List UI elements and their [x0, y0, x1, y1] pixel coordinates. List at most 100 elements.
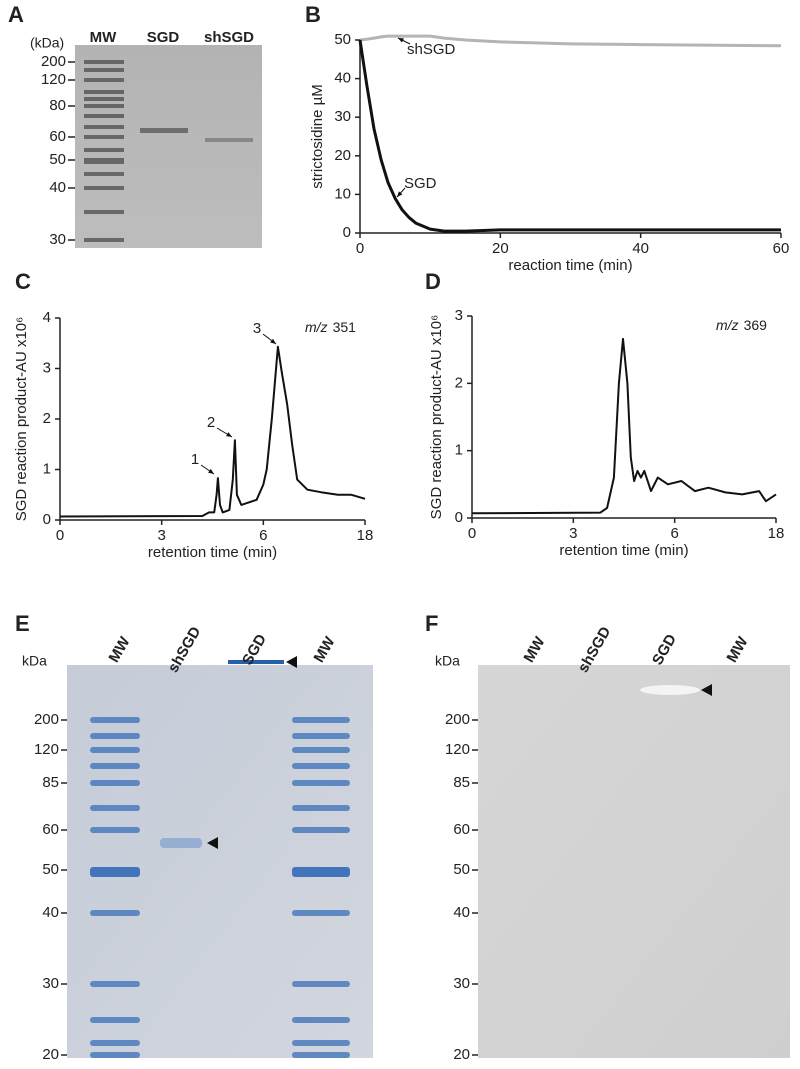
band	[90, 763, 140, 769]
arrowhead	[398, 38, 404, 43]
band	[90, 805, 140, 811]
panel-letter: D	[425, 269, 441, 294]
y-tick-label: 2	[43, 410, 51, 427]
band	[292, 1017, 350, 1023]
band	[84, 60, 124, 64]
y-axis-label: SGD reaction product-AU x10⁶	[428, 315, 445, 520]
series-label: shSGD	[407, 41, 456, 58]
ladder-label: 200	[41, 53, 66, 70]
peak-label: 3	[253, 320, 261, 337]
ladder-label: 50	[42, 861, 59, 878]
band	[84, 210, 124, 214]
y-axis-label: SGD reaction product-AU x10⁶	[13, 317, 30, 522]
ladder-label: 200	[34, 711, 59, 728]
x-axis-label: retention time (min)	[559, 542, 688, 559]
panel-letter: C	[15, 269, 31, 294]
data-line	[59, 345, 366, 518]
band	[84, 172, 124, 176]
gel-f	[478, 665, 790, 1058]
band	[90, 910, 140, 916]
band	[640, 685, 700, 695]
y-tick-label: 3	[43, 359, 51, 376]
panel-letter: F	[425, 611, 438, 636]
panel-letter: A	[8, 2, 24, 27]
band	[292, 805, 350, 811]
ladder-label: 120	[445, 741, 470, 758]
y-tick-label: 20	[334, 147, 351, 164]
band	[90, 780, 140, 786]
band	[90, 717, 140, 723]
band	[292, 981, 350, 987]
ladder-label: 30	[49, 231, 66, 248]
y-tick-label: 30	[334, 108, 351, 125]
ladder-label: 85	[453, 774, 470, 791]
band	[84, 186, 124, 190]
ladder-label: 30	[453, 975, 470, 992]
band	[90, 1017, 140, 1023]
ladder-label: 40	[453, 904, 470, 921]
band	[84, 68, 124, 72]
band	[84, 125, 124, 129]
ladder-label: 60	[49, 128, 66, 145]
ladder-label: 80	[49, 97, 66, 114]
ion-mass: 351	[333, 319, 357, 335]
ladder-label: 60	[453, 821, 470, 838]
ion-italic: m/z	[305, 319, 328, 335]
peak-label: 2	[207, 414, 215, 431]
unit-label: kDa	[22, 653, 47, 669]
band	[292, 733, 350, 739]
lane-label: MW	[724, 633, 752, 665]
band	[84, 114, 124, 118]
unit-label: kDa	[435, 653, 460, 669]
band	[292, 867, 350, 877]
y-tick-label: 0	[43, 511, 51, 528]
arrowhead	[286, 656, 297, 668]
lane-label: SGD	[147, 29, 180, 46]
band	[84, 104, 124, 108]
ion-label: m/z 351	[305, 319, 356, 335]
band	[292, 827, 350, 833]
band	[90, 1052, 140, 1058]
unit-label: (kDa)	[30, 35, 64, 51]
arrowhead	[270, 338, 276, 344]
ladder-label: 120	[34, 741, 59, 758]
arrowhead	[701, 684, 712, 696]
band	[292, 780, 350, 786]
y-tick-label: 1	[43, 460, 51, 477]
panel-letter: E	[15, 611, 30, 636]
ladder-label: 85	[42, 774, 59, 791]
band	[84, 158, 124, 164]
band	[292, 910, 350, 916]
y-tick-label: 50	[334, 31, 351, 48]
ladder-label: 60	[42, 821, 59, 838]
x-tick-label: 60	[773, 240, 790, 257]
arrowhead	[207, 837, 218, 849]
lane-label: MW	[106, 633, 134, 665]
band	[90, 747, 140, 753]
x-tick-label: 0	[56, 527, 64, 544]
x-axis-label: reaction time (min)	[508, 257, 632, 274]
band	[90, 981, 140, 987]
band	[160, 838, 202, 848]
arrowhead	[208, 468, 214, 474]
band	[90, 827, 140, 833]
band	[84, 78, 124, 82]
lane-label: MW	[90, 29, 117, 46]
x-tick-label: 40	[632, 240, 649, 257]
lane-label: SGD	[649, 631, 680, 668]
lane-label: shSGD	[204, 29, 254, 46]
y-tick-label: 1	[455, 442, 463, 459]
y-tick-label: 4	[43, 309, 51, 326]
x-tick-label: 3	[157, 527, 165, 544]
band	[84, 135, 124, 139]
band	[84, 238, 124, 242]
y-axis-label: strictosidine µM	[309, 84, 326, 189]
band	[292, 1040, 350, 1046]
ladder-label: 40	[49, 179, 66, 196]
ladder-label: 30	[42, 975, 59, 992]
y-tick-label: 3	[455, 307, 463, 324]
band	[140, 128, 188, 133]
ladder-label: 40	[42, 904, 59, 921]
ladder-label: 50	[453, 861, 470, 878]
